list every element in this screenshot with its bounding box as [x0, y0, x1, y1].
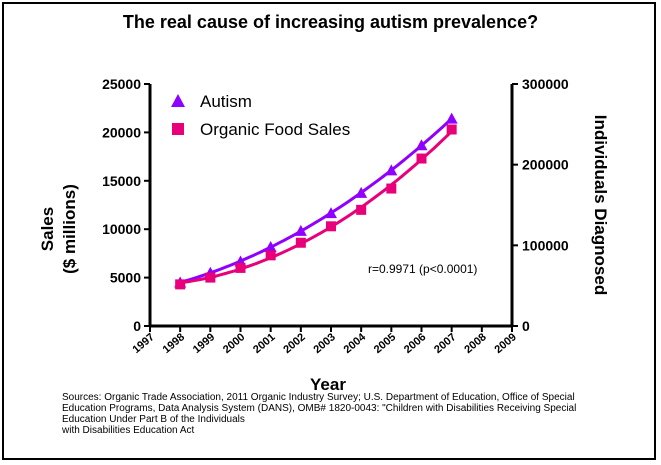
- y-axis-label-left-line2: ($ millions): [60, 184, 79, 274]
- y-right-tick-label: 300000: [522, 76, 569, 92]
- x-tick-label: 2007: [432, 331, 458, 356]
- sources-line: Education Under Part B of the Individual…: [62, 414, 245, 425]
- autism-point: [385, 164, 398, 176]
- y-right-tick-label: 200000: [522, 157, 569, 173]
- organic-sales-point: [326, 221, 336, 232]
- y-right-tick-label: 100000: [522, 237, 569, 253]
- legend: Autism Organic Food Sales: [171, 92, 350, 139]
- organic-sales-point: [265, 250, 276, 261]
- x-tick-label: 2008: [462, 331, 488, 356]
- organic-sales-point: [175, 279, 186, 290]
- autism-point: [294, 224, 307, 236]
- x-tick-label: 2009: [492, 331, 518, 356]
- x-tick-label: 2000: [221, 331, 247, 356]
- series-layer: [174, 112, 458, 290]
- y-axis-label-left-line1: Sales: [38, 207, 57, 251]
- sources-note: Sources: Organic Trade Association, 2011…: [62, 392, 622, 436]
- x-axis-label: Year: [310, 375, 346, 394]
- legend-label: Organic Food Sales: [200, 120, 350, 139]
- autism-point: [264, 240, 277, 252]
- x-tick-label: 1999: [191, 331, 217, 356]
- x-tick-label: 1997: [130, 331, 156, 356]
- sources-line: with Disabilities Education Act: [62, 425, 195, 436]
- series-line-autism: [179, 117, 453, 284]
- organic-sales-point: [356, 204, 367, 215]
- autism-point: [415, 139, 428, 151]
- organic-sales-point: [386, 183, 397, 194]
- organic-sales-point: [295, 237, 306, 248]
- series-line-organic-food-sales: [179, 130, 453, 285]
- organic-sales-point: [446, 124, 457, 135]
- legend-triangle-icon: [171, 94, 185, 107]
- x-tick-label: 2003: [311, 331, 337, 356]
- organic-sales-point: [416, 153, 427, 164]
- autism-point: [355, 186, 368, 198]
- y-left-tick-label: 5000: [110, 270, 141, 286]
- organic-sales-point: [205, 272, 216, 283]
- correlation-annotation: r=0.9971 (p<0.0001): [368, 262, 477, 276]
- y-axis-label-right: Individuals Diagnosed: [591, 115, 610, 295]
- organic-sales-point: [235, 262, 246, 273]
- x-tick-label: 2002: [281, 331, 307, 356]
- x-tick-label: 2005: [372, 331, 398, 356]
- x-tick-label: 1998: [161, 331, 187, 356]
- x-tick-label: 2001: [251, 331, 277, 356]
- sources-line: Sources: Organic Trade Association, 2011…: [62, 392, 575, 403]
- legend-label: Autism: [200, 92, 252, 111]
- x-tick-label: 2006: [402, 331, 428, 356]
- y-left-tick-label: 0: [133, 318, 141, 334]
- x-tick-label: 2004: [342, 331, 369, 356]
- sources-line: Education Programs, Data Analysis System…: [62, 403, 577, 414]
- y-left-tick-label: 25000: [102, 76, 141, 92]
- chart-title: The real cause of increasing autism prev…: [122, 12, 539, 32]
- autism-point: [445, 112, 458, 124]
- autism-point: [325, 207, 337, 219]
- legend-square-icon: [172, 123, 184, 135]
- y-left-tick-label: 15000: [102, 173, 141, 189]
- axes: 0 5000 10000 15000 20000 25000 0 100000 200000 30…: [102, 76, 569, 356]
- y-left-tick-label: 10000: [102, 221, 141, 237]
- y-left-tick-label: 20000: [102, 124, 141, 140]
- y-right-tick-label: 0: [522, 318, 530, 334]
